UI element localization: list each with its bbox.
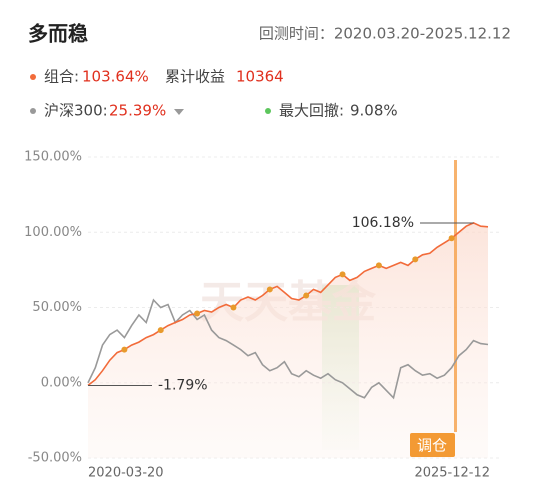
drawdown-label: 最大回撤: — [279, 102, 344, 120]
rebalance-tag — [410, 433, 455, 457]
drawdown-value: 9.08% — [350, 102, 398, 120]
rebalance-dot — [157, 327, 164, 334]
rebalance-dot — [303, 292, 310, 299]
rebalance-dot — [339, 271, 346, 278]
y-tick-label: 100.00% — [24, 225, 82, 240]
rebalance-dot — [412, 256, 419, 263]
y-tick-label: -50.00% — [28, 451, 82, 466]
rebalance-dot — [194, 310, 201, 317]
legend-name: 沪深300: — [44, 102, 108, 120]
series-line — [87, 222, 489, 387]
rebalance-dot — [375, 262, 382, 269]
annotation: -1.79% — [158, 377, 208, 393]
area — [88, 222, 488, 458]
legend-value: 103.64% — [82, 68, 149, 86]
rebalance-dot — [448, 235, 455, 242]
period: 回测时间：2020.03.20-2025.12.12 — [259, 25, 511, 43]
annotation: 106.18% — [352, 215, 414, 231]
x-tick-label: 2025-12-12 — [414, 466, 490, 481]
rebalance-line — [454, 160, 457, 432]
legend-dot — [30, 108, 36, 114]
rebalance-tag-text: 调仓 — [417, 437, 447, 455]
y-tick-label: 0.00% — [41, 375, 82, 390]
rebalance-dot — [266, 286, 273, 293]
total-value: 10364 — [236, 68, 284, 86]
legend-dot — [265, 108, 271, 114]
y-tick-label: 50.00% — [32, 300, 82, 315]
series-line — [87, 298, 489, 400]
title: 多而稳 — [28, 22, 88, 46]
total-label: 累计收益 — [165, 68, 225, 86]
dropdown-arrow[interactable] — [174, 109, 184, 115]
rebalance-dot — [230, 304, 237, 311]
legend-name: 组合: — [44, 68, 79, 86]
x-tick-label: 2020-03-20 — [88, 466, 164, 481]
y-tick-label: 150.00% — [24, 150, 82, 165]
legend-dot — [30, 74, 36, 80]
legend-value: 25.39% — [109, 102, 166, 120]
rebalance-dot — [121, 346, 128, 353]
